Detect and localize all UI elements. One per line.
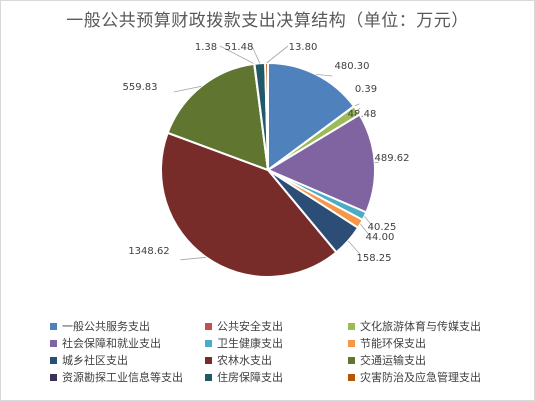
leader-line (360, 223, 370, 236)
leader-line (364, 215, 373, 227)
leader-line (251, 45, 261, 64)
leader-line (356, 107, 361, 111)
legend-label: 文化旅游体育与传媒支出 (360, 320, 481, 333)
data-label: 13.80 (289, 42, 318, 53)
legend-item: 住房保障支出 (205, 369, 283, 385)
legend-item: 文化旅游体育与传媒支出 (348, 318, 481, 334)
pie-slice (166, 62, 270, 172)
leader-line (266, 45, 289, 64)
legend-swatch (50, 373, 57, 381)
data-label: 44.00 (366, 232, 395, 243)
leader-line (219, 45, 255, 65)
leader-line (316, 74, 333, 77)
pie-slice (264, 61, 269, 171)
legend-label: 灾害防治及应急管理支出 (360, 371, 481, 384)
legend-swatch (50, 339, 57, 347)
data-label: 1.38 (195, 42, 217, 53)
data-label: 1348.62 (128, 246, 169, 257)
data-label: 480.30 (335, 61, 370, 72)
legend-label: 交通运输支出 (360, 354, 426, 367)
pie-slice (265, 113, 376, 214)
data-label: 48.48 (348, 109, 377, 120)
leader-line (180, 256, 207, 261)
legend-swatch (348, 373, 355, 381)
legend-swatch (348, 356, 355, 364)
legend-swatch (50, 356, 57, 364)
legend-swatch (205, 322, 212, 330)
leader-line (173, 85, 202, 93)
legend-label: 农林水支出 (217, 354, 272, 367)
legend-label: 一般公共服务支出 (62, 320, 150, 333)
legend-item: 一般公共服务支出 (50, 318, 150, 334)
legend-swatch (348, 339, 355, 347)
data-label: 489.62 (375, 153, 410, 164)
legend-swatch (50, 322, 57, 330)
legend-item: 城乡社区支出 (50, 352, 128, 368)
data-label: 559.83 (123, 82, 158, 93)
pie-slice (160, 131, 338, 278)
legend-label: 城乡社区支出 (62, 354, 128, 367)
chart-title: 一般公共预算财政拨款支出决算结构（单位：万元） (66, 11, 469, 31)
legend-swatch (205, 356, 212, 364)
legend-swatch (348, 322, 355, 330)
data-label: 0.39 (355, 84, 377, 95)
legend-label: 公共安全支出 (217, 320, 283, 333)
legend-label: 节能环保支出 (360, 337, 426, 350)
legend-label: 资源勘探工业信息等支出 (62, 371, 183, 384)
legend-item: 卫生健康支出 (205, 335, 283, 351)
data-label: 40.25 (368, 222, 397, 233)
legend-label: 卫生健康支出 (217, 337, 283, 350)
leader-line (347, 240, 361, 255)
legend-swatch (205, 339, 212, 347)
legend-item: 公共安全支出 (205, 318, 283, 334)
legend-item: 灾害防治及应急管理支出 (348, 369, 481, 385)
data-label: 51.48 (225, 42, 254, 53)
legend-swatch (205, 373, 212, 381)
legend-item: 交通运输支出 (348, 352, 426, 368)
legend-item: 农林水支出 (205, 352, 272, 368)
legend-item: 资源勘探工业信息等支出 (50, 369, 183, 385)
legend-item: 社会保障和就业支出 (50, 335, 161, 351)
legend-label: 社会保障和就业支出 (62, 337, 161, 350)
legend-item: 节能环保支出 (348, 335, 426, 351)
data-label: 158.25 (357, 253, 392, 264)
legend-label: 住房保障支出 (217, 371, 283, 384)
